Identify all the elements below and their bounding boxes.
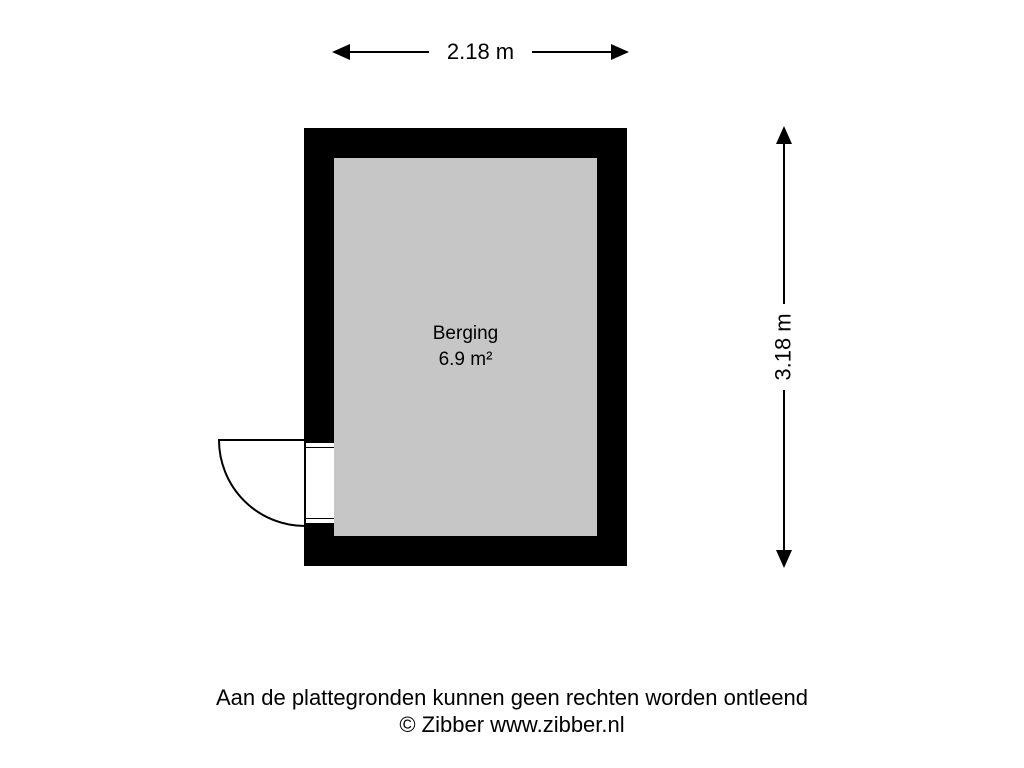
disclaimer-text: Aan de plattegronden kunnen geen rechten… (0, 685, 1024, 711)
arrow-right-icon (611, 44, 629, 60)
room-label: Berging 6.9 m² (334, 158, 597, 536)
room-area: 6.9 m² (439, 347, 493, 373)
door-jamb-line (304, 447, 334, 448)
room-walls: Berging 6.9 m² (304, 128, 627, 566)
room-floor: Berging 6.9 m² (334, 158, 597, 536)
dimension-height: 3.18 m (770, 128, 798, 566)
room-name: Berging (433, 321, 499, 347)
door-opening (304, 438, 334, 528)
door-swing-icon (217, 438, 307, 528)
door-jamb (304, 523, 334, 528)
dimension-width: 2.18 m (334, 38, 627, 66)
door-jamb-line (304, 518, 334, 519)
door-jamb (304, 438, 334, 443)
copyright-text: © Zibber www.zibber.nl (0, 712, 1024, 738)
dimension-line (783, 390, 785, 566)
floorplan-canvas: 2.18 m 3.18 m Berging 6.9 m² Aan de pla (0, 0, 1024, 768)
arrow-down-icon (776, 550, 792, 568)
